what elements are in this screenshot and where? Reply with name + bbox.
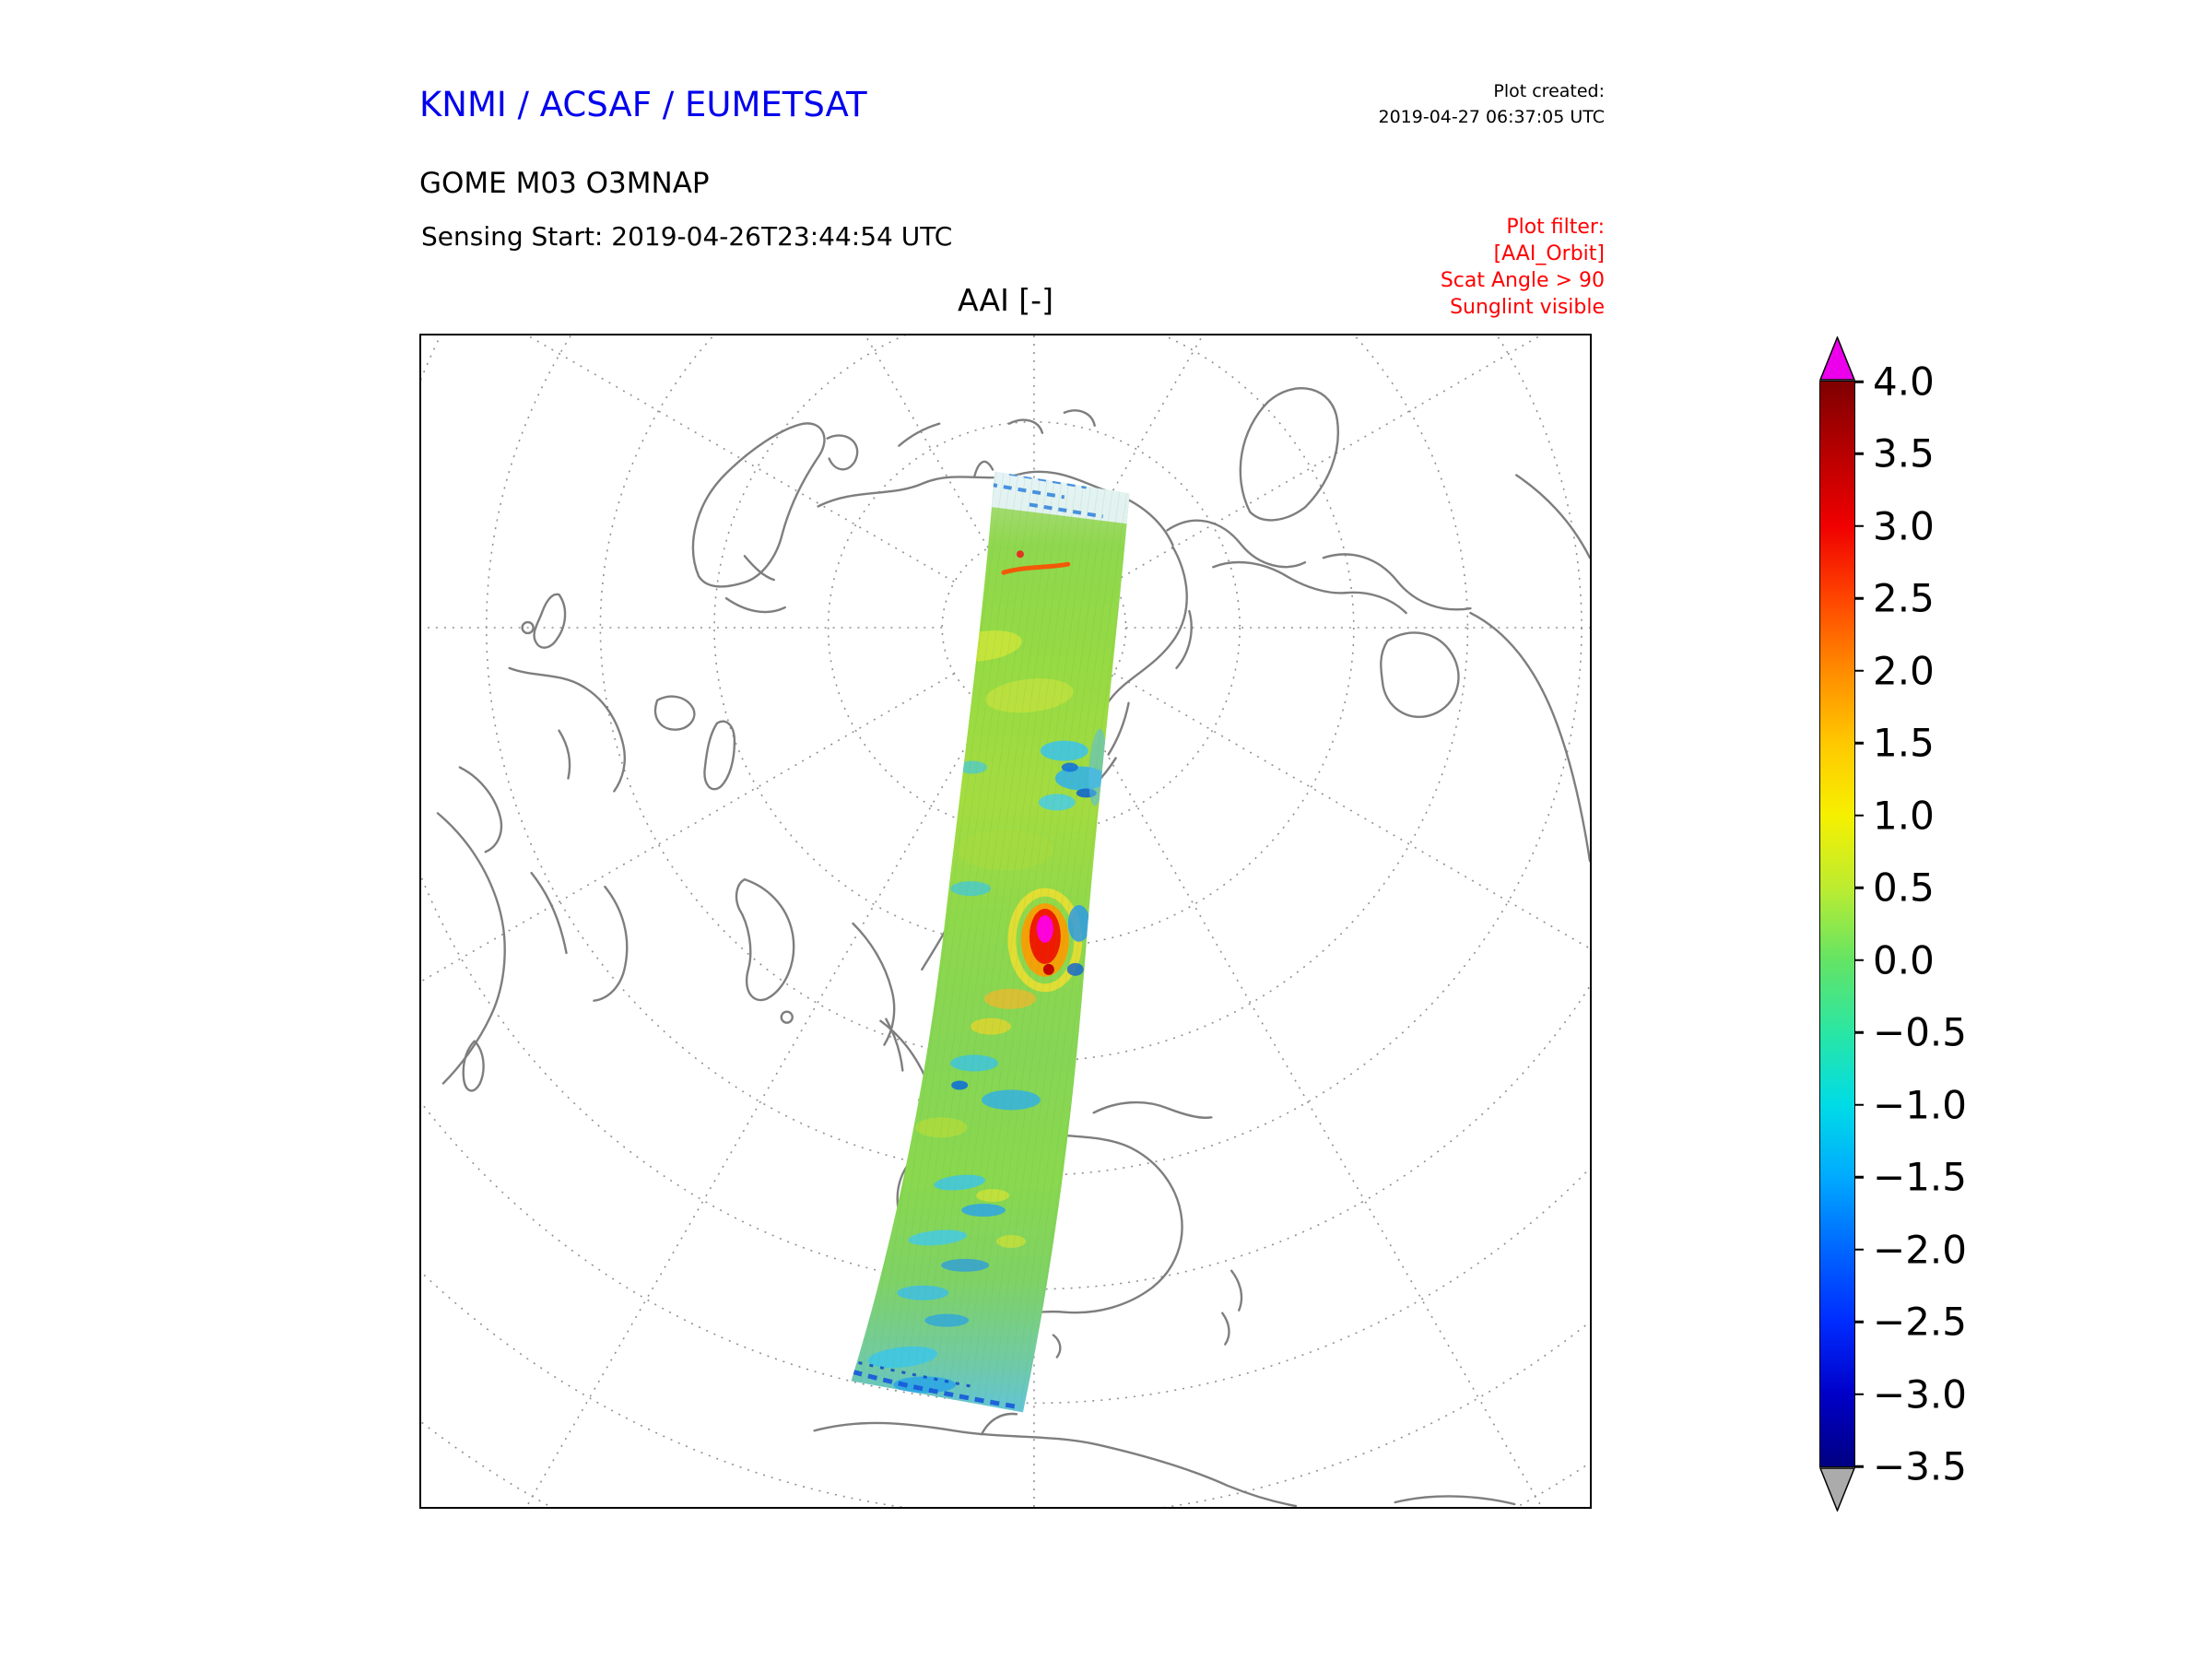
map-svg — [421, 335, 1590, 1507]
colorbar-under-arrow — [1819, 1467, 1855, 1512]
colorbar-tick-label: 4.0 — [1873, 359, 1935, 405]
plot-created-value: 2019-04-27 06:37:05 UTC — [1378, 106, 1606, 127]
satellite-swath — [851, 471, 1130, 1413]
plot-created-label: Plot created: — [1493, 81, 1605, 101]
colorbar-tick-label: −1.0 — [1873, 1082, 1967, 1128]
colorbar-tick-label: 0.0 — [1873, 937, 1935, 983]
colorbar-tick — [1854, 380, 1864, 383]
colorbar-tick — [1854, 1248, 1864, 1251]
colorbar-tick-label: −3.0 — [1873, 1371, 1967, 1418]
colorbar-tick — [1854, 1030, 1864, 1034]
colorbar-tick-label: −0.5 — [1873, 1009, 1967, 1055]
colorbar-tick-label: −2.5 — [1873, 1299, 1967, 1345]
plot-filter-line: Scat Angle > 90 — [1440, 269, 1605, 293]
colorbar-tick-label: 0.5 — [1873, 865, 1935, 911]
colorbar-over-arrow — [1819, 336, 1855, 381]
colorbar-tick — [1854, 453, 1864, 455]
plot-filter-line: Sunglint visible — [1450, 296, 1605, 320]
colorbar-tick-label: 1.5 — [1873, 720, 1935, 766]
plot-filter-line: [AAI_Orbit] — [1493, 242, 1605, 266]
colorbar-ticks: 4.0 3.5 3.0 2.5 2.0 1.5 1.0 0.5 0.0 −0.5 −1.0 −1.5 −… — [1820, 359, 1967, 1489]
colorbar-tick — [1854, 524, 1864, 528]
colorbar-tick — [1854, 887, 1864, 889]
colorbar-tick-label: 3.5 — [1873, 430, 1935, 477]
colorbar-tick — [1854, 1320, 1864, 1324]
plot-filter-block: Plot filter: [AAI_Orbit] Scat Angle > 90… — [1441, 214, 1605, 321]
colorbar-tick-label: 3.0 — [1873, 503, 1935, 549]
colorbar-tick — [1854, 742, 1864, 745]
product-title: GOME M03 O3MNAP — [419, 167, 710, 200]
colorbar-tick — [1854, 1175, 1864, 1179]
colorbar-tick — [1854, 814, 1864, 818]
map-frame — [419, 334, 1592, 1509]
plot-created-block: Plot created: 2019-04-27 06:37:05 UTC — [1379, 79, 1606, 130]
colorbar-tick — [1854, 597, 1864, 600]
colorbar-tick-label: −3.5 — [1873, 1443, 1967, 1489]
colorbar: 4.0 3.5 3.0 2.5 2.0 1.5 1.0 0.5 0.0 −0.5 −1.0 −1.5 −… — [1819, 336, 2133, 1512]
colorbar-tick — [1854, 959, 1864, 961]
colorbar-tick-label: 2.5 — [1873, 575, 1935, 621]
colorbar-tick — [1854, 1465, 1864, 1468]
colorbar-tick — [1854, 669, 1864, 673]
plot-filter-line: Plot filter: — [1506, 216, 1605, 239]
colorbar-gradient — [1820, 382, 1854, 1466]
sensing-start: Sensing Start: 2019-04-26T23:44:54 UTC — [421, 221, 953, 252]
colorbar-bar: 4.0 3.5 3.0 2.5 2.0 1.5 1.0 0.5 0.0 −0.5 −1.0 −1.5 −… — [1819, 359, 1967, 1489]
colorbar-tick — [1854, 1393, 1864, 1395]
colorbar-tick-label: 1.0 — [1873, 793, 1935, 839]
colorbar-tick — [1854, 1103, 1864, 1106]
map-title: AAI [-] — [958, 282, 1053, 318]
colorbar-tick-label: 2.0 — [1873, 648, 1935, 694]
agency-title: KNMI / ACSAF / EUMETSAT — [419, 85, 867, 124]
colorbar-tick-label: −1.5 — [1873, 1154, 1967, 1200]
colorbar-tick-label: −2.0 — [1873, 1227, 1967, 1273]
